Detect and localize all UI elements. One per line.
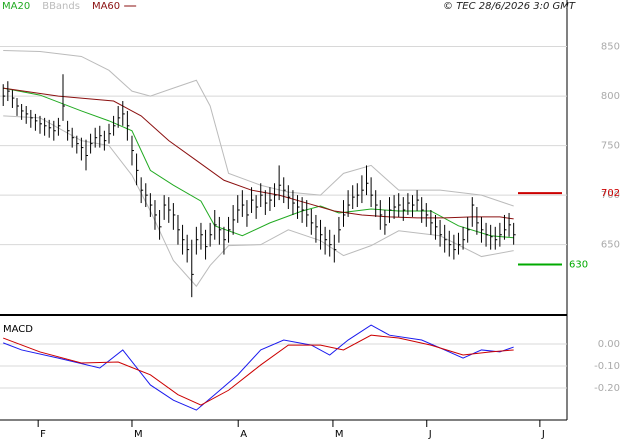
level-label: 630 <box>569 259 588 270</box>
y-tick-label: 800 <box>601 91 620 102</box>
legend-label: MA20 <box>2 1 30 12</box>
line-series <box>3 324 514 411</box>
y-tick-label: -0.20 <box>594 383 620 394</box>
y-tick-label: 750 <box>601 141 620 152</box>
macd-title: MACD <box>3 324 33 335</box>
x-tick-label: A <box>240 429 247 440</box>
x-tick-label: M <box>134 429 143 440</box>
y-tick-label: 700 <box>601 190 620 201</box>
y-tick-label: 650 <box>601 240 620 251</box>
y-tick-label: 0.00 <box>598 339 620 350</box>
y-tick-label: 850 <box>601 42 620 53</box>
x-tick-label: J <box>428 429 432 440</box>
x-tick-label: J <box>541 429 545 440</box>
line-series <box>3 50 514 207</box>
legend-label: MA60 <box>92 1 120 12</box>
x-tick-label: F <box>40 429 46 440</box>
line-series <box>3 115 514 288</box>
x-tick-label: M <box>335 429 344 440</box>
legend-label: BBands <box>42 1 80 12</box>
level-label: 702 <box>601 188 620 199</box>
y-tick-label: -0.10 <box>594 361 620 372</box>
chart-title: © TEC 28/6/2026 3:0 GMT <box>443 1 576 12</box>
line-series <box>3 334 514 406</box>
line-series <box>3 87 514 239</box>
